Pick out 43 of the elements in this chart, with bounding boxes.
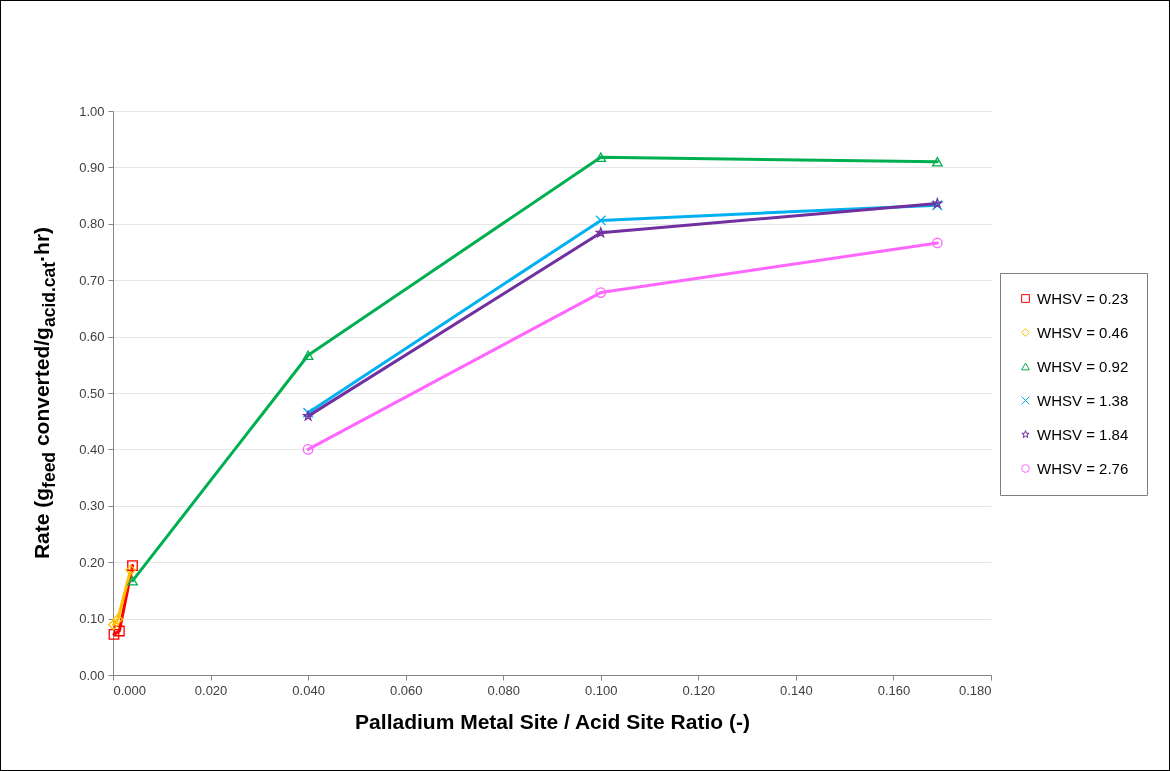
- y-tick-label: 0.40: [79, 441, 105, 457]
- point: [127, 560, 138, 571]
- legend-label: WHSV = 0.92: [1037, 357, 1129, 375]
- x-tick-label: 0.000: [113, 682, 147, 698]
- y-tick-label: 0.80: [79, 216, 105, 232]
- legend-label: WHSV = 1.38: [1037, 391, 1129, 409]
- x-axis-title: Palladium Metal Site / Acid Site Ratio (-): [355, 709, 750, 733]
- x-tick-label: 0.180: [958, 682, 992, 698]
- y-tick-label: 0.20: [79, 554, 105, 570]
- point: [595, 215, 607, 226]
- x-tick-label: 0.060: [389, 682, 423, 698]
- point: [108, 619, 119, 631]
- y-tick-label: 1.00: [79, 103, 105, 119]
- point: [112, 613, 124, 625]
- x-tick-label: 0.140: [780, 682, 813, 698]
- y-tick-label: 0.10: [79, 611, 105, 627]
- point: [302, 350, 314, 360]
- y-tick-label: 0.50: [79, 385, 105, 401]
- y-tick-label: 0.30: [79, 498, 105, 514]
- legend-label: WHSV = 2.76: [1037, 459, 1129, 477]
- point: [125, 564, 136, 576]
- point: [113, 625, 125, 637]
- y-tick-label: 0.70: [79, 272, 105, 288]
- x-tick-label: 0.160: [877, 682, 911, 698]
- point: [595, 152, 607, 163]
- point: [127, 576, 138, 586]
- legend-label: WHSV = 1.84: [1037, 425, 1129, 443]
- x-tick-label: 0.080: [487, 682, 520, 698]
- point: [108, 629, 120, 640]
- x-tick-label: 0.120: [682, 682, 716, 698]
- y-tick-label: 0.90: [79, 159, 105, 175]
- x-tick-label: 0.100: [585, 682, 618, 698]
- x-tick-label: 0.040: [292, 682, 325, 698]
- point: [595, 227, 606, 238]
- y-tick-label: 0.00: [79, 667, 105, 683]
- point: [595, 287, 607, 298]
- legend-label: WHSV = 0.46: [1037, 323, 1129, 341]
- point: [302, 444, 314, 455]
- point: [931, 157, 943, 167]
- y-tick-label: 0.60: [79, 329, 105, 345]
- point: [931, 237, 943, 249]
- legend-label: WHSV = 0.23: [1037, 289, 1129, 307]
- x-tick-label: 0.020: [194, 682, 228, 698]
